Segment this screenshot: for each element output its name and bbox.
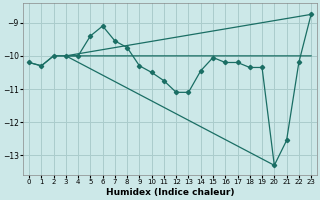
X-axis label: Humidex (Indice chaleur): Humidex (Indice chaleur) [106,188,234,197]
